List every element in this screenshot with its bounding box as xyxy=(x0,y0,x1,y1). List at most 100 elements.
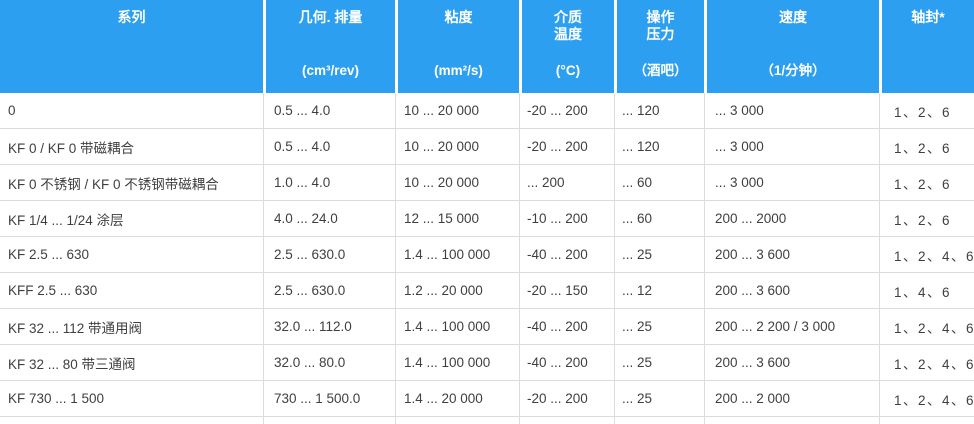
table-cell: ... 3 000 xyxy=(704,93,879,129)
table-cell: ... 25 xyxy=(614,381,704,417)
table-cell: 1、2、6 xyxy=(879,201,974,237)
table-cell: 10 ... 20 000 xyxy=(395,93,519,129)
column-header-3: 介质 温度 (°C) xyxy=(519,0,614,93)
column-header-label: 操作 压力 xyxy=(646,9,675,42)
table-cell: 0.5 ... 4.0 xyxy=(263,93,395,129)
column-header-label: 介质 温度 xyxy=(554,9,582,42)
table-row: KF 1/4 ... 1/24 涂层 4.0 ... 24.0 12 ... 15 … xyxy=(0,201,974,237)
table-cell: ... 120 xyxy=(614,129,704,165)
table-cell: KF 0 不锈钢 / KF 0 不锈钢带磁耦合 xyxy=(0,165,263,201)
table-cell: ... 25 xyxy=(614,309,704,345)
column-header-6: 轴封* xyxy=(879,0,974,93)
table-cell: 10 ... 20 000 xyxy=(395,165,519,201)
table-cell: -20 ... 200 xyxy=(519,381,614,417)
table-cell: -10 ... 200 xyxy=(519,201,614,237)
table-cell xyxy=(395,417,519,424)
table-cell: -20 ... 200 xyxy=(519,93,614,129)
table-cell: KF 32 ... 80 带三通阀 xyxy=(0,345,263,381)
table-cell: 1.4 ... 20 000 xyxy=(395,381,519,417)
table-cell: 0.5 ... 4.0 xyxy=(263,129,395,165)
table-cell: ... 120 xyxy=(614,93,704,129)
table-row: KF 32 ... 112 带通用阀 32.0 ... 112.0 1.4 ... … xyxy=(0,309,974,345)
table-cell: 200 ... 3 600 xyxy=(704,237,879,273)
table-cell: KF 730 ... 1 500 xyxy=(0,381,263,417)
table-cell: ... 200 xyxy=(519,165,614,201)
table-cell: -40 ... 200 xyxy=(519,345,614,381)
table-cell: KF 2.5 ... 630 xyxy=(0,237,263,273)
table-cell: ... 25 xyxy=(614,345,704,381)
table-cell: ... 3 000 xyxy=(704,129,879,165)
column-header-unit: (cm³/rev) xyxy=(301,63,360,78)
table-cell: 730 ... 1 500.0 xyxy=(263,381,395,417)
table-row: KF 730 ... 1 500 730 ... 1 500.0 1.4 ... 2… xyxy=(0,381,974,417)
column-header-label: 系列 xyxy=(117,9,146,25)
table-cell: ... 25 xyxy=(614,237,704,273)
table-cell: ... 12 xyxy=(614,273,704,309)
table-cell: 1、2、6 xyxy=(879,129,974,165)
table-cell: 2.5 ... 630.0 xyxy=(263,237,395,273)
column-header-label: 粘度 xyxy=(444,9,473,25)
table-cell: 1、2、6 xyxy=(879,165,974,201)
table-row: KF 32 ... 80 带三通阀 32.0 ... 80.0 1.4 ... 10… xyxy=(0,345,974,381)
table-cell: 0 xyxy=(0,93,263,129)
table-cell: -20 ... 150 xyxy=(519,273,614,309)
table-cell: 10 ... 20 000 xyxy=(395,129,519,165)
table-cell: 12 ... 15 000 xyxy=(395,201,519,237)
table-cell: KF 1/4 ... 1/24 涂层 xyxy=(0,201,263,237)
table-cell: 4.0 ... 24.0 xyxy=(263,201,395,237)
column-header-5: 速度 （1/分钟） xyxy=(704,0,879,93)
table-cell: 1、4、6 xyxy=(879,273,974,309)
table-row: KF 2.5 ... 630 2.5 ... 630.0 1.4 ... 100 0… xyxy=(0,237,974,273)
column-header-label: 速度 xyxy=(779,9,807,25)
table-cell: ... 60 xyxy=(614,165,704,201)
table-cell: KFF 2.5 ... 630 xyxy=(0,273,263,309)
column-header-label: 轴封* xyxy=(911,9,945,25)
table-cell: 1.4 ... 100 000 xyxy=(395,237,519,273)
table-cell: 1、2、4、6 xyxy=(879,345,974,381)
table-cell: 2.5 ... 630.0 xyxy=(263,273,395,309)
table-cell: 1.4 ... 100 000 xyxy=(395,309,519,345)
table-row: KF 0 不锈钢 / KF 0 不锈钢带磁耦合 1.0 ... 4.0 10 ...… xyxy=(0,165,974,201)
table-cell: 1、2、6 xyxy=(879,93,974,129)
column-header-0: 系列 xyxy=(0,0,263,93)
table-cell xyxy=(704,417,879,424)
table-body: 0 0.5 ... 4.0 10 ... 20 000 -20 ... 200... … xyxy=(0,93,974,424)
table-row: KFF 2.5 ... 630 2.5 ... 630.0 1.2 ... 20 0… xyxy=(0,273,974,309)
column-header-unit xyxy=(886,63,970,79)
table-cell: KF 0 / KF 0 带磁耦合 xyxy=(0,129,263,165)
column-header-unit: (mm²/s) xyxy=(434,63,483,78)
table-cell: 1、2、4、6 xyxy=(879,237,974,273)
column-header-1: 几何. 排量 (cm³/rev) xyxy=(263,0,395,93)
column-header-unit: （1/分钟） xyxy=(760,63,826,78)
table-cell: 1.4 ... 100 000 xyxy=(395,345,519,381)
table-cell: 1、2、4、6 xyxy=(879,309,974,345)
table-cell xyxy=(263,417,395,424)
column-header-2: 粘度 (mm²/s) xyxy=(395,0,519,93)
column-header-label: 几何. 排量 xyxy=(298,9,363,25)
table-cell: ... 3 000 xyxy=(704,165,879,201)
table-row: 0 0.5 ... 4.0 10 ... 20 000 -20 ... 200... … xyxy=(0,93,974,129)
column-header-4: 操作 压力 （酒吧） xyxy=(614,0,704,93)
table-cell: KF 32 ... 112 带通用阀 xyxy=(0,309,263,345)
table-cell: 200 ... 2 000 xyxy=(704,381,879,417)
table-cell xyxy=(879,417,974,424)
table-cell: ... 60 xyxy=(614,201,704,237)
table-cell: 32.0 ... 80.0 xyxy=(263,345,395,381)
table-cell xyxy=(614,417,704,424)
table-row-partial xyxy=(0,417,974,424)
table-cell xyxy=(519,417,614,424)
table-cell: 200 ... 2 200 / 3 000 xyxy=(704,309,879,345)
table-cell: -40 ... 200 xyxy=(519,309,614,345)
table-cell: 32.0 ... 112.0 xyxy=(263,309,395,345)
column-header-unit xyxy=(4,63,259,79)
table-header: 系列 几何. 排量 (cm³/rev) 粘度 (mm²/s) 介质 温度 (°C) 操作 压力… xyxy=(0,0,974,93)
table-cell xyxy=(0,417,263,424)
table-row: KF 0 / KF 0 带磁耦合 0.5 ... 4.0 10 ... 20 000… xyxy=(0,129,974,165)
table-cell: 1、2、4、6 xyxy=(879,381,974,417)
table-cell: 200 ... 2000 xyxy=(704,201,879,237)
column-header-unit: （酒吧） xyxy=(633,63,688,78)
table-cell: -20 ... 200 xyxy=(519,129,614,165)
column-header-unit: (°C) xyxy=(555,63,581,78)
table-cell: -40 ... 200 xyxy=(519,237,614,273)
